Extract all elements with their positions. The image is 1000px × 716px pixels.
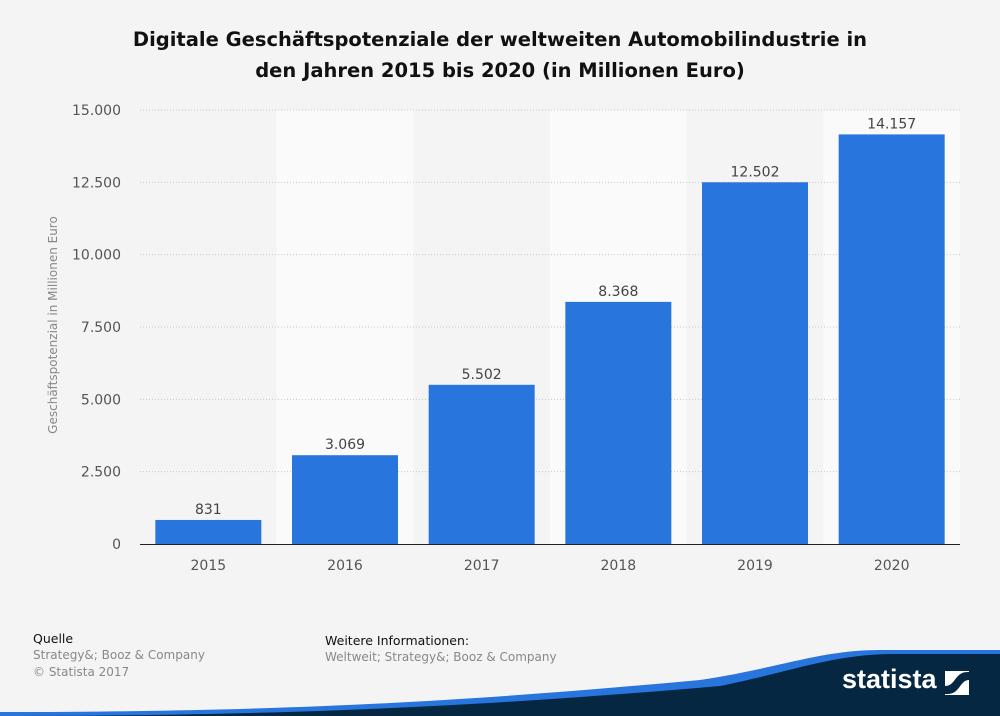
info-heading[interactable]: Weitere Informationen: bbox=[325, 633, 470, 648]
y-tick-label: 0 bbox=[112, 537, 121, 553]
bar-chart: 0 2.500 5.000 7.500 10.000 12.500 15.000 831 201… bbox=[72, 103, 960, 574]
y-tick-label: 7.500 bbox=[81, 320, 121, 336]
data-label: 8.368 bbox=[598, 284, 638, 300]
info-block: Weitere Informationen: Weltweit; Strateg… bbox=[325, 632, 557, 666]
bar-2018 bbox=[565, 301, 672, 544]
data-label: 12.502 bbox=[731, 164, 780, 180]
data-label: 831 bbox=[195, 502, 222, 518]
y-tick-label: 10.000 bbox=[72, 248, 121, 264]
y-tick-label: 12.500 bbox=[72, 175, 121, 191]
y-tick-label: 2.500 bbox=[81, 465, 121, 481]
copyright-text: © Statista 2017 bbox=[33, 665, 130, 679]
data-label: 3.069 bbox=[325, 437, 365, 453]
statista-logo-text: statista bbox=[842, 664, 937, 694]
title-line-1: Digitale Geschäftspotenziale der weltwei… bbox=[132, 28, 868, 51]
info-text: Weltweit; Strategy&; Booz & Company bbox=[325, 650, 557, 664]
bar-2016 bbox=[292, 455, 398, 544]
y-tick-label: 5.000 bbox=[81, 392, 121, 408]
source-block: Quelle Strategy&; Booz & Company © Stati… bbox=[33, 630, 205, 681]
bar-2015 bbox=[155, 519, 262, 544]
chart-title: Digitale Geschäftspotenziale der weltwei… bbox=[0, 24, 1000, 86]
title-line-2: den Jahren 2015 bis 2020 (in Millionen E… bbox=[255, 59, 745, 82]
y-tick-label: 15.000 bbox=[72, 103, 121, 119]
bar-2017 bbox=[428, 384, 535, 544]
x-tick-label: 2017 bbox=[464, 558, 500, 574]
x-tick-label: 2015 bbox=[191, 558, 227, 574]
statista-logo-icon bbox=[945, 671, 969, 695]
x-tick-label: 2018 bbox=[601, 558, 637, 574]
source-text: Strategy&; Booz & Company bbox=[33, 648, 205, 662]
data-label: 5.502 bbox=[462, 367, 502, 383]
bar-2020 bbox=[838, 134, 945, 544]
bar-2019 bbox=[702, 182, 808, 545]
x-tick-label: 2016 bbox=[327, 558, 363, 574]
data-label: 14.157 bbox=[867, 116, 916, 132]
x-tick-label: 2019 bbox=[737, 558, 773, 574]
x-tick-label: 2020 bbox=[874, 558, 910, 574]
source-heading: Quelle bbox=[33, 631, 74, 646]
